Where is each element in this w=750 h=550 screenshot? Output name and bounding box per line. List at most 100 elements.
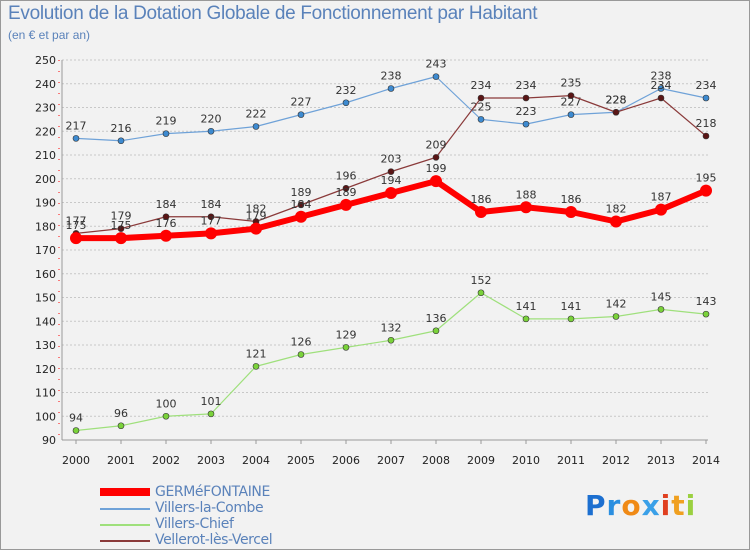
x-tick-label-2000: 2000 bbox=[62, 454, 90, 467]
point-vellerot-l-s-vercel-2013 bbox=[657, 94, 665, 102]
point-villers-la-combe-2014 bbox=[702, 94, 710, 102]
line-chart: 90 100 110 120 130 140 150 160 170 180 190 200 210 22… bbox=[35, 54, 720, 467]
point-villers-chief-2009 bbox=[477, 289, 485, 297]
legend-swatch-villers-la-combe bbox=[100, 508, 150, 510]
x-tick-label-2003: 2003 bbox=[197, 454, 225, 467]
data-label-germ-fontaine-2002: 176 bbox=[156, 217, 177, 230]
data-label-villers-la-combe-2013: 238 bbox=[651, 70, 672, 83]
data-label-germ-fontaine-2004: 179 bbox=[246, 210, 267, 223]
point-germ-fontaine-2006 bbox=[340, 198, 352, 211]
data-label-germ-fontaine-2008: 199 bbox=[426, 162, 447, 175]
data-label-germ-fontaine-2010: 188 bbox=[516, 188, 537, 201]
point-germ-fontaine-2000 bbox=[70, 232, 82, 245]
point-vellerot-l-s-vercel-2011 bbox=[567, 92, 575, 99]
y-tick-label-130: 130 bbox=[35, 339, 56, 352]
y-tick-label-140: 140 bbox=[35, 315, 56, 328]
point-villers-chief-2008 bbox=[432, 327, 440, 335]
x-tick-label-2012: 2012 bbox=[602, 454, 630, 467]
data-label-germ-fontaine-2000: 175 bbox=[66, 219, 87, 232]
data-label-villers-chief-2014: 143 bbox=[696, 295, 717, 308]
chart-title: Evolution de la Dotation Globale de Fonc… bbox=[8, 3, 538, 24]
data-label-villers-chief-2007: 132 bbox=[381, 321, 402, 334]
data-label-vellerot-l-s-vercel-2011: 235 bbox=[561, 77, 582, 90]
point-villers-la-combe-2004 bbox=[252, 123, 260, 130]
data-label-vellerot-l-s-vercel-2010: 234 bbox=[516, 79, 537, 92]
point-villers-chief-2001 bbox=[117, 422, 125, 430]
data-label-vellerot-l-s-vercel-2003: 184 bbox=[201, 198, 222, 211]
data-label-villers-chief-2002: 100 bbox=[156, 397, 177, 410]
legend-swatch-germefontaine bbox=[100, 488, 150, 496]
data-label-vellerot-l-s-vercel-2006: 196 bbox=[336, 169, 357, 182]
x-tick-label-2009: 2009 bbox=[467, 454, 495, 467]
x-tick-label-2005: 2005 bbox=[287, 454, 315, 467]
data-label-germ-fontaine-2001: 175 bbox=[111, 219, 132, 232]
point-villers-la-combe-2007 bbox=[387, 85, 395, 92]
legend-label-villers-chief: Villers-Chief bbox=[155, 516, 234, 532]
x-tick-label-2004: 2004 bbox=[242, 454, 270, 467]
legend-label-villers-la-combe: Villers-la-Combe bbox=[155, 500, 264, 516]
point-vellerot-l-s-vercel-2006 bbox=[342, 184, 350, 192]
x-tick-label-2002: 2002 bbox=[152, 454, 180, 467]
data-label-vellerot-l-s-vercel-2001: 179 bbox=[111, 210, 132, 223]
data-label-villers-la-combe-2010: 223 bbox=[516, 105, 537, 118]
data-label-villers-chief-2001: 96 bbox=[114, 407, 128, 420]
data-label-villers-la-combe-2009: 225 bbox=[471, 100, 492, 113]
data-label-vellerot-l-s-vercel-2004: 182 bbox=[246, 203, 267, 216]
data-label-vellerot-l-s-vercel-2014: 218 bbox=[696, 117, 717, 130]
point-vellerot-l-s-vercel-2007 bbox=[387, 168, 395, 175]
data-label-vellerot-l-s-vercel-2000: 177 bbox=[66, 214, 87, 227]
data-label-vellerot-l-s-vercel-2008: 209 bbox=[426, 138, 447, 151]
point-villers-la-combe-2002 bbox=[162, 130, 170, 137]
data-label-vellerot-l-s-vercel-2009: 234 bbox=[471, 79, 492, 92]
x-tick-label-2010: 2010 bbox=[512, 454, 540, 467]
data-label-villers-la-combe-2006: 232 bbox=[336, 84, 357, 97]
y-tick-label-150: 150 bbox=[35, 292, 56, 305]
data-label-villers-la-combe-2004: 222 bbox=[246, 108, 267, 121]
legend-label-vellerot-les-vercel: Vellerot-lès-Vercel bbox=[155, 532, 273, 548]
point-villers-chief-2005 bbox=[297, 351, 305, 358]
point-vellerot-l-s-vercel-2005 bbox=[297, 201, 305, 209]
data-label-germ-fontaine-2012: 182 bbox=[606, 203, 627, 216]
point-villers-chief-2004 bbox=[252, 363, 260, 370]
x-tick-label-2006: 2006 bbox=[332, 454, 360, 467]
plot-area bbox=[62, 60, 708, 440]
legend-swatch-villers-chief bbox=[100, 524, 150, 526]
data-label-vellerot-l-s-vercel-2013: 234 bbox=[651, 79, 672, 92]
y-tick-label-210: 210 bbox=[35, 149, 56, 162]
chart-subtitle: (en € et par an) bbox=[8, 28, 91, 42]
point-germ-fontaine-2001 bbox=[115, 232, 127, 245]
data-label-villers-chief-2012: 142 bbox=[606, 298, 627, 311]
data-label-villers-chief-2010: 141 bbox=[516, 300, 537, 313]
data-label-villers-chief-2005: 126 bbox=[291, 336, 312, 349]
point-vellerot-l-s-vercel-2010 bbox=[522, 94, 530, 102]
point-villers-chief-2003 bbox=[207, 410, 215, 418]
x-tick-label-2014: 2014 bbox=[692, 454, 720, 467]
data-label-germ-fontaine-2003: 177 bbox=[201, 214, 222, 227]
point-villers-la-combe-2008 bbox=[432, 73, 440, 80]
point-germ-fontaine-2002 bbox=[160, 229, 172, 242]
point-villers-la-combe-2006 bbox=[342, 99, 350, 107]
point-villers-chief-2011 bbox=[567, 315, 575, 323]
y-tick-label-180: 180 bbox=[35, 220, 56, 233]
data-label-villers-la-combe-2002: 219 bbox=[156, 115, 177, 128]
y-tick-label-200: 200 bbox=[35, 173, 56, 186]
point-villers-la-combe-2010 bbox=[522, 120, 530, 128]
point-germ-fontaine-2014 bbox=[700, 184, 712, 197]
y-tick-label-160: 160 bbox=[35, 268, 56, 281]
point-vellerot-l-s-vercel-2002 bbox=[162, 213, 170, 221]
y-tick-label-220: 220 bbox=[35, 125, 56, 138]
point-germ-fontaine-2007 bbox=[385, 187, 397, 199]
point-germ-fontaine-2010 bbox=[520, 201, 532, 214]
data-label-germ-fontaine-2006: 189 bbox=[336, 186, 357, 199]
proxiti-logo: Proxiti bbox=[585, 489, 697, 522]
data-label-vellerot-l-s-vercel-2002: 184 bbox=[156, 198, 177, 211]
point-germ-fontaine-2004 bbox=[250, 222, 262, 235]
data-label-villers-chief-2008: 136 bbox=[426, 312, 447, 325]
data-label-vellerot-l-s-vercel-2007: 203 bbox=[381, 153, 402, 166]
point-germ-fontaine-2012 bbox=[610, 215, 622, 228]
data-label-villers-la-combe-2011: 227 bbox=[561, 96, 582, 109]
point-villers-la-combe-2013 bbox=[657, 85, 665, 92]
data-label-villers-la-combe-2005: 227 bbox=[291, 96, 312, 109]
point-villers-la-combe-2001 bbox=[117, 137, 125, 145]
legend-label-germefontaine: GERMéFONTAINE bbox=[155, 484, 270, 500]
